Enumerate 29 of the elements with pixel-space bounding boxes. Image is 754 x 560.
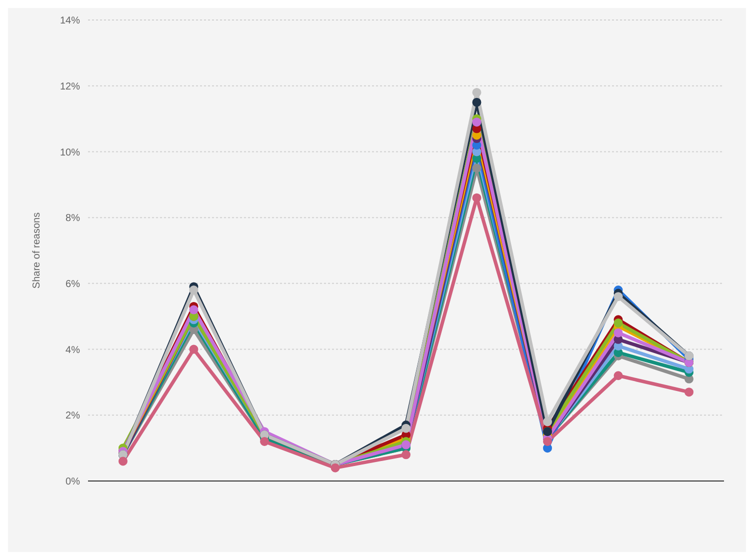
point — [472, 88, 482, 97]
point — [543, 417, 552, 426]
y-tick-label: 14% — [60, 16, 80, 27]
point — [189, 344, 198, 354]
point — [402, 450, 410, 460]
y-tick-label: 8% — [66, 213, 80, 224]
point — [472, 164, 482, 173]
point — [189, 305, 198, 314]
point — [472, 118, 482, 127]
y-tick-label: 2% — [66, 410, 80, 422]
point — [472, 98, 482, 107]
y-tick-label: 0% — [66, 476, 80, 488]
point — [260, 436, 269, 446]
point — [614, 328, 623, 338]
point — [543, 436, 552, 446]
point — [402, 424, 410, 433]
point — [472, 193, 482, 202]
point — [614, 371, 623, 380]
point — [189, 286, 198, 295]
point — [330, 463, 340, 472]
y-tick-label: 4% — [66, 344, 80, 356]
y-tick-label: 12% — [60, 81, 80, 92]
point — [118, 456, 128, 466]
y-tick-label: 6% — [66, 278, 80, 290]
point — [684, 388, 694, 397]
y-tick-label: 10% — [60, 147, 80, 158]
y-axis-title: Share of reasons — [32, 212, 43, 289]
point — [614, 292, 623, 302]
point — [614, 318, 623, 328]
